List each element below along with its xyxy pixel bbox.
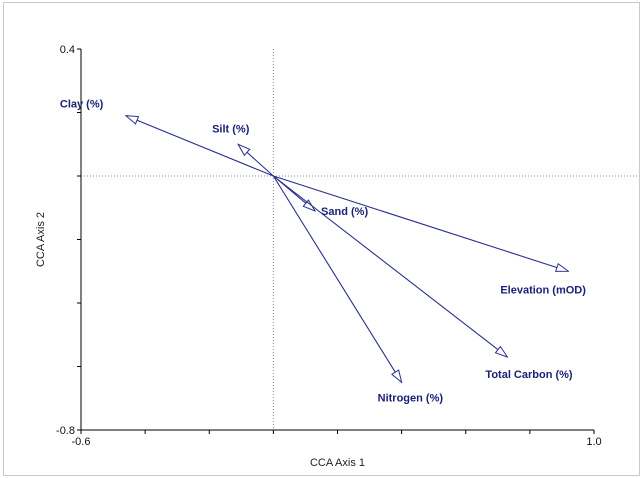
- y-tick-label: 0.4: [60, 44, 75, 56]
- vector-label-total-carbon: Total Carbon (%): [485, 369, 573, 381]
- origin-reference-lines: [81, 49, 639, 430]
- y-axis-title: CCA Axis 2: [35, 212, 47, 267]
- x-tick-label: -0.6: [72, 436, 91, 448]
- axis-ticks: [77, 48, 595, 434]
- vector-label-clay: Clay (%): [60, 99, 104, 111]
- vector-label-sand: Sand (%): [321, 206, 368, 218]
- vector-clay: [126, 116, 274, 177]
- vector-elevation-mod: [273, 175, 568, 271]
- cca-biplot: -0.6 1.0 0.4 -0.8 Clay (%) Silt (%) Sand (%) E…: [35, 44, 639, 469]
- x-axis-title: CCA Axis 1: [310, 457, 365, 469]
- biplot-vectors: [126, 116, 568, 383]
- vector-label-elevation-mod: Elevation (mOD): [500, 284, 586, 296]
- x-tick-label: 1.0: [586, 436, 601, 448]
- vector-label-nitrogen: Nitrogen (%): [378, 392, 444, 404]
- vector-nitrogen: [272, 175, 401, 382]
- vector-total-carbon: [273, 175, 507, 357]
- vector-silt: [238, 144, 274, 177]
- vector-labels: Clay (%) Silt (%) Sand (%) Elevation (mOD) T…: [60, 99, 586, 405]
- y-tick-label: -0.8: [56, 425, 75, 437]
- chart-frame: -0.6 1.0 0.4 -0.8 Clay (%) Silt (%) Sand (%) E…: [3, 2, 640, 476]
- vector-label-silt: Silt (%): [212, 123, 250, 135]
- axis-tick-labels: -0.6 1.0 0.4 -0.8: [56, 44, 602, 448]
